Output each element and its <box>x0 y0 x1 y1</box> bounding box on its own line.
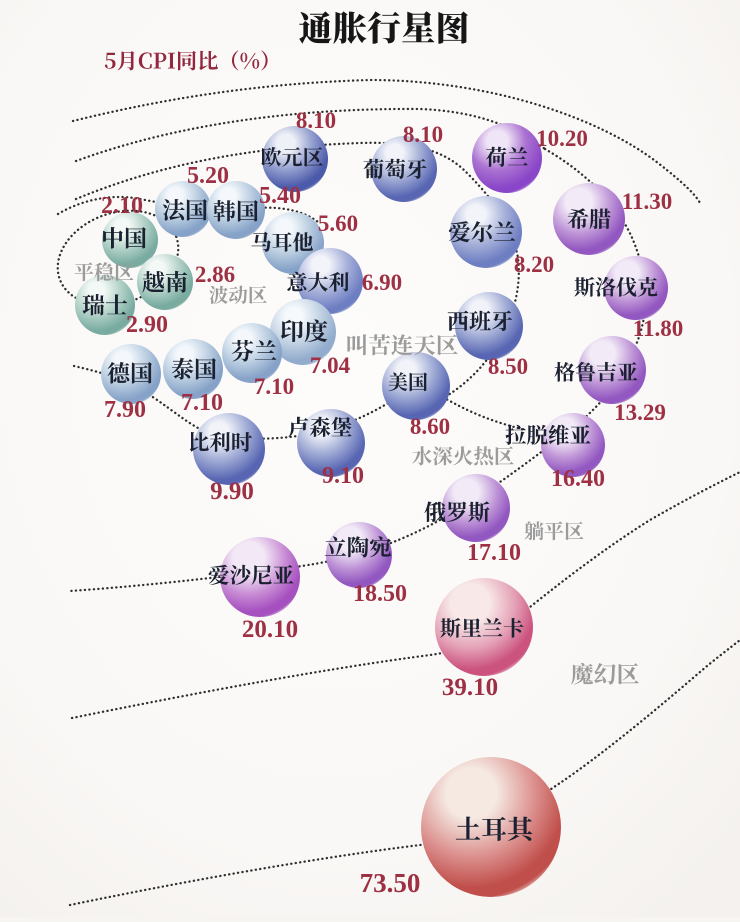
svg-text:18.50: 18.50 <box>353 581 407 607</box>
svg-text:39.10: 39.10 <box>442 674 498 701</box>
svg-text:13.29: 13.29 <box>614 400 666 425</box>
svg-text:9.10: 9.10 <box>322 463 364 489</box>
svg-text:73.50: 73.50 <box>360 868 421 898</box>
svg-text:9.90: 9.90 <box>210 478 254 505</box>
svg-text:2.10: 2.10 <box>101 193 143 219</box>
svg-text:8.50: 8.50 <box>488 354 528 379</box>
svg-text:8.10: 8.10 <box>403 122 443 147</box>
svg-text:11.30: 11.30 <box>622 189 672 214</box>
svg-text:5.60: 5.60 <box>318 211 358 236</box>
svg-text:8.20: 8.20 <box>514 252 554 277</box>
svg-text:5.40: 5.40 <box>259 183 301 209</box>
svg-text:7.10: 7.10 <box>254 374 294 399</box>
svg-text:5.20: 5.20 <box>187 163 229 189</box>
svg-text:16.40: 16.40 <box>551 466 605 492</box>
svg-text:7.04: 7.04 <box>310 353 351 378</box>
svg-text:20.10: 20.10 <box>242 616 298 643</box>
svg-text:8.10: 8.10 <box>296 108 336 133</box>
svg-text:8.60: 8.60 <box>410 414 450 439</box>
svg-text:2.90: 2.90 <box>126 312 168 338</box>
svg-text:2.86: 2.86 <box>195 262 235 287</box>
svg-text:7.10: 7.10 <box>181 390 223 416</box>
svg-text:10.20: 10.20 <box>536 126 588 151</box>
svg-text:17.10: 17.10 <box>467 540 521 566</box>
svg-text:7.90: 7.90 <box>104 397 146 423</box>
svg-text:6.90: 6.90 <box>362 270 402 295</box>
svg-text:11.80: 11.80 <box>633 316 683 341</box>
